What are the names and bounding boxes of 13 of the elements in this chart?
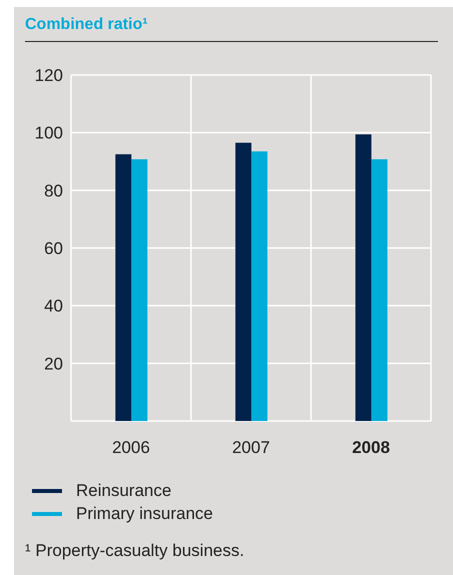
text: ¹ Property-casualty business. [25, 541, 244, 561]
legend-label: Primary insurance [76, 503, 213, 525]
y-tick-label: 20 [44, 354, 63, 374]
y-tick-label: 80 [44, 181, 63, 200]
legend-label: Reinsurance [76, 480, 172, 502]
y-tick-label: 60 [44, 239, 63, 258]
x-tick-label: 2007 [232, 438, 270, 457]
x-tick-label: 2006 [112, 438, 150, 457]
y-tick-label: 100 [34, 124, 63, 143]
chart-title: Combined ratio¹ [25, 16, 148, 34]
y-tick-label: 120 [34, 66, 63, 86]
x-tick-label: 2008 [352, 438, 390, 457]
y-tick-label: 40 [44, 296, 63, 316]
